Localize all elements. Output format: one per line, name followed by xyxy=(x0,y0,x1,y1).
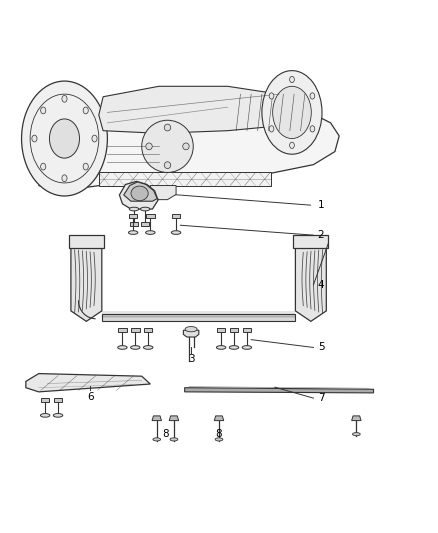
Ellipse shape xyxy=(269,93,274,99)
Text: 8: 8 xyxy=(215,429,223,439)
Text: 1: 1 xyxy=(318,200,325,211)
Ellipse shape xyxy=(171,231,181,235)
Ellipse shape xyxy=(144,345,153,349)
Text: 8: 8 xyxy=(162,429,169,439)
Ellipse shape xyxy=(32,135,37,142)
Ellipse shape xyxy=(118,345,127,349)
Polygon shape xyxy=(144,328,152,332)
Ellipse shape xyxy=(310,93,315,99)
Ellipse shape xyxy=(164,162,171,168)
Text: 7: 7 xyxy=(318,393,325,403)
Polygon shape xyxy=(172,214,180,218)
Polygon shape xyxy=(26,374,150,392)
Ellipse shape xyxy=(185,327,197,332)
Ellipse shape xyxy=(242,345,251,349)
Polygon shape xyxy=(41,398,49,402)
Ellipse shape xyxy=(129,207,139,211)
Ellipse shape xyxy=(62,175,67,182)
Text: 5: 5 xyxy=(318,343,325,352)
Polygon shape xyxy=(243,328,251,332)
Ellipse shape xyxy=(62,95,67,102)
Ellipse shape xyxy=(216,345,226,349)
Ellipse shape xyxy=(131,186,148,201)
Ellipse shape xyxy=(83,163,88,170)
Ellipse shape xyxy=(141,207,150,211)
Ellipse shape xyxy=(92,135,97,142)
Polygon shape xyxy=(214,416,224,421)
Ellipse shape xyxy=(290,76,294,83)
Polygon shape xyxy=(124,182,157,201)
Ellipse shape xyxy=(53,414,63,417)
Polygon shape xyxy=(141,222,149,226)
Polygon shape xyxy=(185,387,374,393)
Polygon shape xyxy=(130,222,138,226)
Ellipse shape xyxy=(146,143,152,150)
Ellipse shape xyxy=(170,438,178,441)
Polygon shape xyxy=(54,398,62,402)
Ellipse shape xyxy=(153,438,161,441)
Ellipse shape xyxy=(49,119,80,158)
Polygon shape xyxy=(69,235,104,248)
Polygon shape xyxy=(39,94,339,191)
Ellipse shape xyxy=(269,126,274,132)
Ellipse shape xyxy=(215,438,223,441)
Text: 2: 2 xyxy=(318,230,325,240)
Polygon shape xyxy=(184,330,199,337)
Ellipse shape xyxy=(128,231,138,235)
Polygon shape xyxy=(102,313,295,321)
Ellipse shape xyxy=(83,107,88,114)
Ellipse shape xyxy=(142,120,193,173)
Ellipse shape xyxy=(145,231,155,235)
Ellipse shape xyxy=(290,142,294,149)
Polygon shape xyxy=(293,235,328,248)
Ellipse shape xyxy=(262,71,322,154)
Polygon shape xyxy=(295,248,326,321)
Ellipse shape xyxy=(41,163,46,170)
Polygon shape xyxy=(217,328,226,332)
Text: 6: 6 xyxy=(87,392,94,401)
Ellipse shape xyxy=(40,414,50,417)
Polygon shape xyxy=(150,185,176,200)
Polygon shape xyxy=(99,86,305,133)
Ellipse shape xyxy=(183,143,189,150)
Text: 3: 3 xyxy=(188,354,194,365)
Polygon shape xyxy=(131,328,140,332)
Polygon shape xyxy=(152,416,162,421)
Text: 4: 4 xyxy=(318,280,325,290)
Ellipse shape xyxy=(164,124,171,131)
Polygon shape xyxy=(71,248,102,321)
Ellipse shape xyxy=(21,81,107,196)
Ellipse shape xyxy=(41,107,46,114)
Ellipse shape xyxy=(353,433,360,436)
Ellipse shape xyxy=(310,126,315,132)
Ellipse shape xyxy=(272,86,311,139)
Polygon shape xyxy=(129,214,138,218)
Ellipse shape xyxy=(131,345,140,349)
Polygon shape xyxy=(230,328,238,332)
Polygon shape xyxy=(352,416,361,421)
Polygon shape xyxy=(169,416,179,421)
Ellipse shape xyxy=(230,345,239,349)
Polygon shape xyxy=(146,214,155,218)
Polygon shape xyxy=(118,328,127,332)
Polygon shape xyxy=(120,181,158,209)
Polygon shape xyxy=(99,173,271,185)
